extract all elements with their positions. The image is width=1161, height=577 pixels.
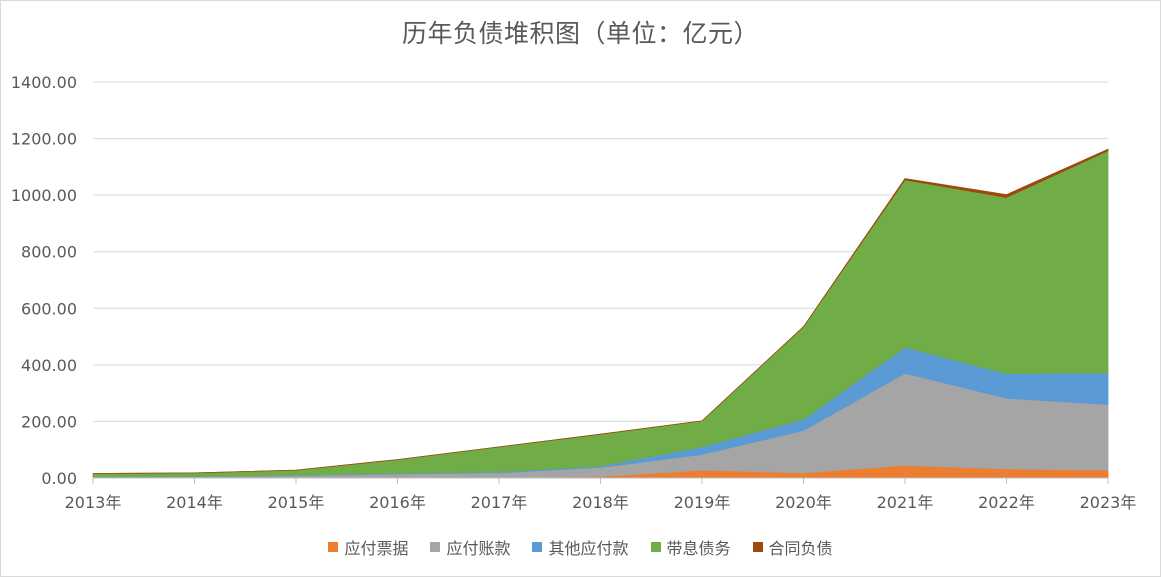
- legend-label: 其他应付款: [548, 539, 629, 558]
- axes: 0.00 200.00 400.00 600.00 800.00 1000.00 1200.…: [11, 73, 1137, 512]
- y-tick-label: 800.00: [21, 243, 77, 262]
- y-tick-label: 200.00: [21, 412, 77, 431]
- legend-swatch: [430, 542, 441, 552]
- legend-item: 其他应付款: [532, 535, 629, 559]
- legend-swatch: [328, 542, 339, 552]
- x-tick-label: 2023年: [1080, 493, 1137, 512]
- x-tick-label: 2021年: [877, 493, 934, 512]
- legend-item: 应付账款: [430, 535, 510, 559]
- y-tick-label: 1200.00: [11, 130, 77, 149]
- x-tick-label: 2020年: [775, 493, 832, 512]
- legend-item: 带息债务: [650, 535, 731, 559]
- legend-item: 合同负债: [752, 535, 833, 559]
- chart-title: 历年负债堆积图（单位：亿元）: [401, 19, 759, 48]
- x-tick-label: 2016年: [369, 493, 426, 512]
- y-tick-label: 600.00: [21, 299, 77, 318]
- y-tick-label: 400.00: [21, 356, 77, 375]
- legend-label: 合同负债: [768, 539, 833, 558]
- legend-label: 带息债务: [666, 539, 731, 558]
- area-series: [92, 148, 1109, 479]
- y-tick-label: 1400.00: [11, 73, 77, 92]
- legend-item: 应付票据: [328, 535, 408, 559]
- legend: 应付票据 应付账款 其他应付款 带息债务 合同负债: [0, 535, 1161, 559]
- x-tick-label: 2022年: [978, 493, 1035, 512]
- x-tick-label: 2018年: [572, 493, 629, 512]
- legend-swatch: [532, 542, 543, 552]
- x-tick-label: 2015年: [268, 493, 325, 512]
- y-tick-label: 1000.00: [11, 186, 77, 205]
- legend-swatch: [752, 542, 763, 552]
- x-tick-label: 2019年: [674, 493, 731, 512]
- y-tick-label: 0.00: [41, 469, 77, 488]
- x-tick-label: 2017年: [471, 493, 528, 512]
- legend-label: 应付账款: [446, 539, 511, 558]
- x-tick-label: 2013年: [65, 493, 122, 512]
- x-tick-label: 2014年: [166, 493, 223, 512]
- legend-label: 应付票据: [344, 539, 409, 558]
- area-合同负债: [92, 148, 1109, 474]
- legend-swatch: [650, 542, 661, 552]
